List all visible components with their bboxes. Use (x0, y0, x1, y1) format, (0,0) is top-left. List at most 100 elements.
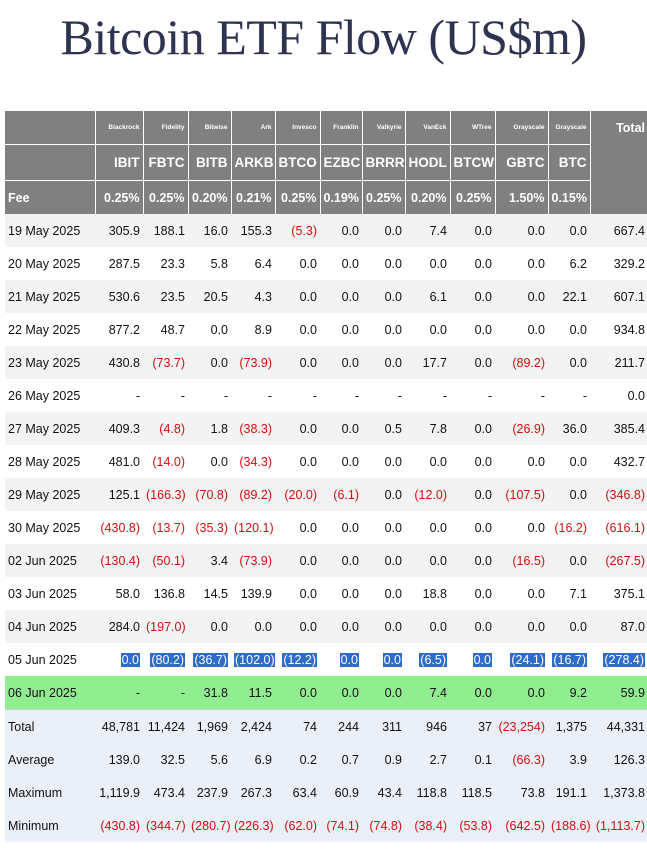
flow-cell[interactable]: 125.1 (95, 478, 143, 511)
flow-cell[interactable]: 0.0 (362, 313, 405, 346)
flow-cell[interactable]: (120.1) (231, 511, 275, 544)
flow-cell[interactable]: 0.0 (320, 247, 362, 280)
flow-cell[interactable]: 0.0 (320, 313, 362, 346)
flow-cell[interactable]: 0.0 (231, 610, 275, 643)
flow-cell[interactable]: 22.1 (548, 280, 590, 313)
flow-cell[interactable]: 0.0 (275, 313, 320, 346)
flow-cell[interactable]: - (231, 379, 275, 412)
flow-cell[interactable]: 0.0 (362, 247, 405, 280)
flow-cell[interactable]: (16.5) (495, 544, 548, 577)
table-row[interactable]: 29 May 2025 125.1 (166.3) (70.8) (89.2) (20.0… (5, 478, 647, 511)
flow-cell[interactable]: 20.5 (188, 280, 231, 313)
flow-cell[interactable]: 0.5 (362, 412, 405, 445)
flow-cell[interactable]: (73.9) (231, 544, 275, 577)
flow-cell[interactable]: 0.0 (450, 346, 495, 379)
flow-cell[interactable]: - (495, 379, 548, 412)
row-total[interactable]: 87.0 (590, 610, 647, 643)
flow-cell[interactable]: (73.9) (231, 346, 275, 379)
flow-cell[interactable]: 0.0 (548, 544, 590, 577)
flow-cell[interactable]: 23.3 (143, 247, 188, 280)
row-total[interactable]: (346.8) (590, 478, 647, 511)
flow-cell[interactable]: 0.0 (275, 412, 320, 445)
flow-cell[interactable]: (38.3) (231, 412, 275, 445)
flow-cell[interactable]: (130.4) (95, 544, 143, 577)
flow-cell[interactable]: 0.0 (450, 577, 495, 610)
flow-cell[interactable]: 0.0 (320, 676, 362, 710)
flow-cell[interactable]: 0.0 (320, 577, 362, 610)
flow-cell[interactable]: (80.2) (143, 643, 188, 676)
flow-cell[interactable]: 36.0 (548, 412, 590, 445)
flow-cell[interactable]: 136.8 (143, 577, 188, 610)
flow-cell[interactable]: (20.0) (275, 478, 320, 511)
flow-cell[interactable]: 0.0 (450, 676, 495, 710)
flow-cell[interactable]: (430.8) (95, 511, 143, 544)
flow-cell[interactable]: 0.0 (320, 445, 362, 478)
flow-cell[interactable]: 0.0 (320, 544, 362, 577)
flow-cell[interactable]: 0.0 (320, 412, 362, 445)
table-row[interactable]: 26 May 2025- - - - - - - - - - -0.0 (5, 379, 647, 412)
flow-cell[interactable]: 0.0 (275, 346, 320, 379)
flow-cell[interactable]: 23.5 (143, 280, 188, 313)
flow-cell[interactable]: 0.0 (405, 511, 450, 544)
row-total[interactable]: 59.9 (590, 676, 647, 710)
flow-cell[interactable]: (5.3) (275, 214, 320, 247)
flow-cell[interactable]: 0.0 (188, 445, 231, 478)
flow-cell[interactable]: 0.0 (275, 445, 320, 478)
flow-cell[interactable]: 0.0 (320, 511, 362, 544)
flow-cell[interactable]: (89.2) (231, 478, 275, 511)
flow-cell[interactable]: 530.6 (95, 280, 143, 313)
flow-cell[interactable]: (197.0) (143, 610, 188, 643)
flow-cell[interactable]: (6.1) (320, 478, 362, 511)
flow-cell[interactable]: 58.0 (95, 577, 143, 610)
flow-cell[interactable]: 0.0 (362, 544, 405, 577)
flow-cell[interactable]: - (143, 676, 188, 710)
table-row[interactable]: 30 May 2025 (430.8) (13.7) (35.3) (120.1) 0.0… (5, 511, 647, 544)
flow-cell[interactable]: 0.0 (548, 346, 590, 379)
flow-cell[interactable]: 0.0 (495, 313, 548, 346)
flow-cell[interactable]: 0.0 (548, 313, 590, 346)
row-total[interactable]: 607.1 (590, 280, 647, 313)
flow-cell[interactable]: 0.0 (450, 478, 495, 511)
flow-cell[interactable]: 0.0 (362, 577, 405, 610)
row-total[interactable]: 211.7 (590, 346, 647, 379)
flow-cell[interactable]: - (548, 379, 590, 412)
flow-cell[interactable]: 7.4 (405, 214, 450, 247)
flow-cell[interactable]: (73.7) (143, 346, 188, 379)
row-total[interactable]: 0.0 (590, 379, 647, 412)
flow-cell[interactable]: 6.2 (548, 247, 590, 280)
flow-cell[interactable]: 0.0 (405, 313, 450, 346)
flow-cell[interactable]: 17.7 (405, 346, 450, 379)
flow-cell[interactable]: 4.3 (231, 280, 275, 313)
table-row[interactable]: 23 May 2025 430.8 (73.7) 0.0 (73.9) 0.0 0.0 0.0… (5, 346, 647, 379)
flow-cell[interactable]: 0.0 (275, 676, 320, 710)
flow-cell[interactable]: - (405, 379, 450, 412)
flow-cell[interactable]: 0.0 (362, 214, 405, 247)
flow-cell[interactable]: 7.4 (405, 676, 450, 710)
table-row[interactable]: 02 Jun 2025 (130.4) (50.1) 3.4 (73.9) 0.0 0.0 0… (5, 544, 647, 577)
flow-cell[interactable]: 0.0 (495, 577, 548, 610)
flow-cell[interactable]: 0.0 (362, 676, 405, 710)
flow-cell[interactable]: 0.0 (362, 445, 405, 478)
flow-cell[interactable]: (6.5) (405, 643, 450, 676)
flow-cell[interactable]: 139.9 (231, 577, 275, 610)
flow-cell[interactable]: 0.0 (450, 610, 495, 643)
flow-cell[interactable]: - (188, 379, 231, 412)
flow-cell[interactable]: 0.0 (548, 610, 590, 643)
flow-cell[interactable]: - (95, 379, 143, 412)
flow-cell[interactable]: 0.0 (450, 247, 495, 280)
flow-cell[interactable]: - (320, 379, 362, 412)
table-row[interactable]: 04 Jun 2025 284.0 (197.0) 0.0 0.0 0.0 0.0 0.0 0.… (5, 610, 647, 643)
flow-cell[interactable]: 0.0 (275, 280, 320, 313)
flow-cell[interactable]: (16.2) (548, 511, 590, 544)
flow-cell[interactable]: 0.0 (362, 610, 405, 643)
table-row[interactable]: 06 Jun 2025- -31.8 11.5 0.0 0.0 0.0 7.4 0.0 0.0 9… (5, 676, 647, 710)
flow-cell[interactable]: 18.8 (405, 577, 450, 610)
flow-cell[interactable]: 8.9 (231, 313, 275, 346)
flow-cell[interactable]: (70.8) (188, 478, 231, 511)
flow-cell[interactable]: 0.0 (188, 610, 231, 643)
flow-cell[interactable]: 14.5 (188, 577, 231, 610)
flow-cell[interactable]: 0.0 (362, 280, 405, 313)
flow-cell[interactable]: 284.0 (95, 610, 143, 643)
flow-cell[interactable]: 0.0 (95, 643, 143, 676)
row-total[interactable]: 375.1 (590, 577, 647, 610)
